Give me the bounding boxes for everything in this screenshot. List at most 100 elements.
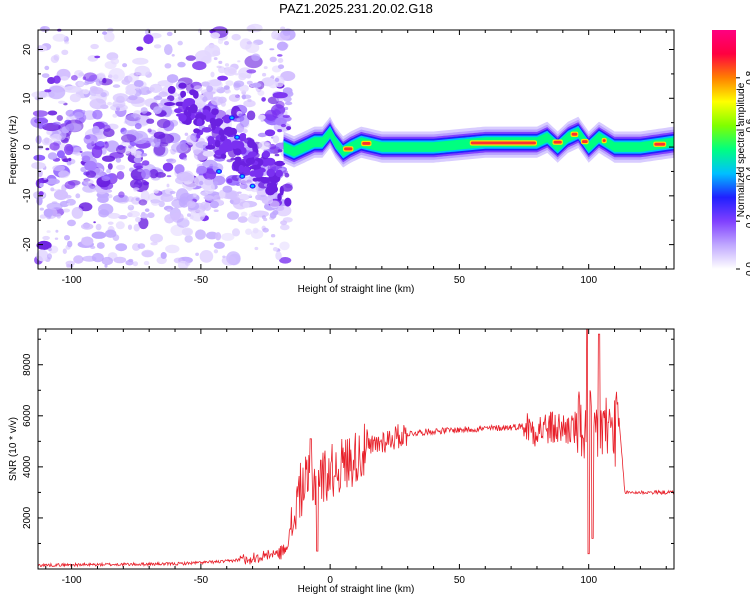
spectrogram-blob bbox=[282, 29, 291, 36]
spectrogram-blob bbox=[266, 185, 278, 194]
spectrogram-blob bbox=[272, 247, 278, 252]
snr-panel: -100 -50 0 50 100 2000 4000 6000 8000 Height of… bbox=[8, 328, 675, 595]
spectrogram-blob bbox=[64, 181, 76, 190]
spectrogram-blob bbox=[129, 205, 133, 208]
spectrogram-blob bbox=[67, 219, 76, 227]
spectrogram-blob bbox=[213, 241, 225, 249]
spectrogram-blob bbox=[147, 128, 152, 133]
spectrogram-blob bbox=[185, 261, 191, 266]
spectrogram-blob bbox=[195, 229, 206, 240]
spectrogram-blob bbox=[91, 87, 104, 95]
spectrogram-blob bbox=[54, 237, 59, 240]
spectrogram-blob bbox=[277, 129, 282, 133]
spectrogram-blob bbox=[143, 260, 150, 266]
spectrogram-blob bbox=[214, 139, 221, 148]
spectrogram-blob bbox=[241, 166, 251, 174]
spectrogram-blob bbox=[48, 215, 51, 218]
spectrogram-blob bbox=[102, 77, 107, 84]
spectrogram-blob bbox=[186, 90, 190, 94]
spectrogram-blob bbox=[171, 54, 175, 57]
spectrogram-blob bbox=[237, 216, 248, 223]
snr-x-tick-label: 0 bbox=[327, 575, 333, 586]
spectrogram-blob bbox=[46, 130, 53, 135]
spectrogram-blob bbox=[50, 133, 62, 142]
spectrogram-blob bbox=[221, 232, 235, 241]
spectrogram-hot-segment bbox=[571, 132, 578, 136]
spectrogram-hot-segment bbox=[602, 139, 606, 143]
snr-x-ticks: -100 -50 0 50 100 bbox=[45, 329, 667, 586]
spectrogram-blob bbox=[160, 194, 174, 202]
spectrogram-blob bbox=[164, 102, 176, 106]
spectrogram-y-ticks: -20 -10 0 10 20 bbox=[22, 44, 674, 270]
spectrogram-blob bbox=[84, 160, 97, 172]
spectrogram-blob bbox=[150, 198, 160, 206]
spectrogram-blob bbox=[174, 108, 183, 114]
spectrogram-blob bbox=[211, 120, 217, 131]
spectrogram-blob bbox=[144, 208, 150, 212]
spectrogram-blob bbox=[53, 75, 61, 84]
spectrogram-blob bbox=[280, 26, 286, 31]
spectrogram-hot-segment bbox=[553, 140, 562, 144]
spectrogram-blob bbox=[202, 96, 208, 102]
spectrogram-blob bbox=[260, 119, 264, 122]
spectrogram-blob bbox=[97, 195, 109, 203]
spectrogram-blob bbox=[275, 204, 292, 217]
spectrogram-blob bbox=[39, 207, 44, 211]
spectrogram-blob bbox=[282, 114, 291, 118]
spectrogram-y-tick-label: 0 bbox=[22, 144, 33, 150]
spectrogram-blob bbox=[100, 147, 107, 155]
colorbar-tick-label: 0.4 bbox=[745, 166, 750, 180]
spectrogram-blob bbox=[115, 157, 122, 163]
spectrogram-blob bbox=[181, 227, 193, 236]
spectrogram-blob bbox=[50, 55, 59, 63]
spectrogram-blob bbox=[132, 57, 149, 65]
spectrogram-blob bbox=[58, 170, 70, 179]
spectrogram-blob bbox=[92, 109, 103, 120]
spectrogram-blob bbox=[113, 256, 127, 264]
spectrogram-blob bbox=[228, 94, 241, 102]
snr-y-tick-label: 2000 bbox=[22, 506, 33, 529]
snr-x-tick-label: 100 bbox=[580, 575, 597, 586]
snr-x-tick-label: -50 bbox=[194, 575, 209, 586]
spectrogram-blob bbox=[210, 32, 221, 39]
colorbar-tick-label: 0.6 bbox=[745, 118, 750, 132]
spectrogram-blob bbox=[66, 202, 71, 206]
spectrogram-blob bbox=[222, 140, 229, 151]
spectrogram-blob bbox=[239, 84, 249, 93]
spectrogram-blob bbox=[107, 212, 121, 219]
spectrogram-blob bbox=[275, 169, 283, 178]
spectrogram-blob bbox=[230, 116, 234, 120]
spectrogram-blob bbox=[43, 208, 53, 218]
spectrogram-blob bbox=[52, 33, 67, 42]
spectrogram-blob bbox=[263, 66, 268, 70]
spectrogram-blob bbox=[82, 89, 90, 95]
spectrogram-blob bbox=[206, 85, 214, 93]
spectrogram-blob bbox=[274, 76, 285, 88]
spectrogram-blob bbox=[122, 63, 128, 68]
spectrogram-hot-segment bbox=[344, 147, 353, 151]
spectrogram-blob bbox=[167, 85, 176, 94]
spectrogram-blob bbox=[262, 150, 271, 158]
spectrogram-blob bbox=[231, 33, 241, 41]
spectrogram-blob bbox=[245, 228, 252, 235]
spectrogram-blob bbox=[204, 44, 221, 57]
spectrogram-blob bbox=[201, 127, 212, 133]
spectrogram-blob bbox=[201, 81, 210, 87]
spectrogram-blob bbox=[177, 61, 186, 68]
spectrogram-blob bbox=[180, 91, 185, 98]
spectrogram-blob bbox=[178, 114, 187, 122]
spectrogram-blob bbox=[61, 49, 69, 55]
spectrogram-blob bbox=[269, 242, 274, 246]
spectrogram-blob bbox=[92, 125, 100, 135]
spectrogram-blob bbox=[176, 218, 190, 228]
spectrogram-blob bbox=[234, 140, 245, 150]
spectrogram-blob bbox=[210, 71, 215, 78]
spectrogram-blob bbox=[104, 264, 108, 268]
spectrogram-blob bbox=[164, 214, 175, 224]
spectrogram-blob bbox=[98, 209, 110, 218]
spectrogram-blob bbox=[72, 146, 83, 156]
spectrogram-blob bbox=[206, 231, 218, 240]
spectrogram-blob bbox=[102, 155, 115, 162]
spectrogram-blob bbox=[127, 196, 134, 203]
spectrogram-blob bbox=[133, 80, 144, 88]
